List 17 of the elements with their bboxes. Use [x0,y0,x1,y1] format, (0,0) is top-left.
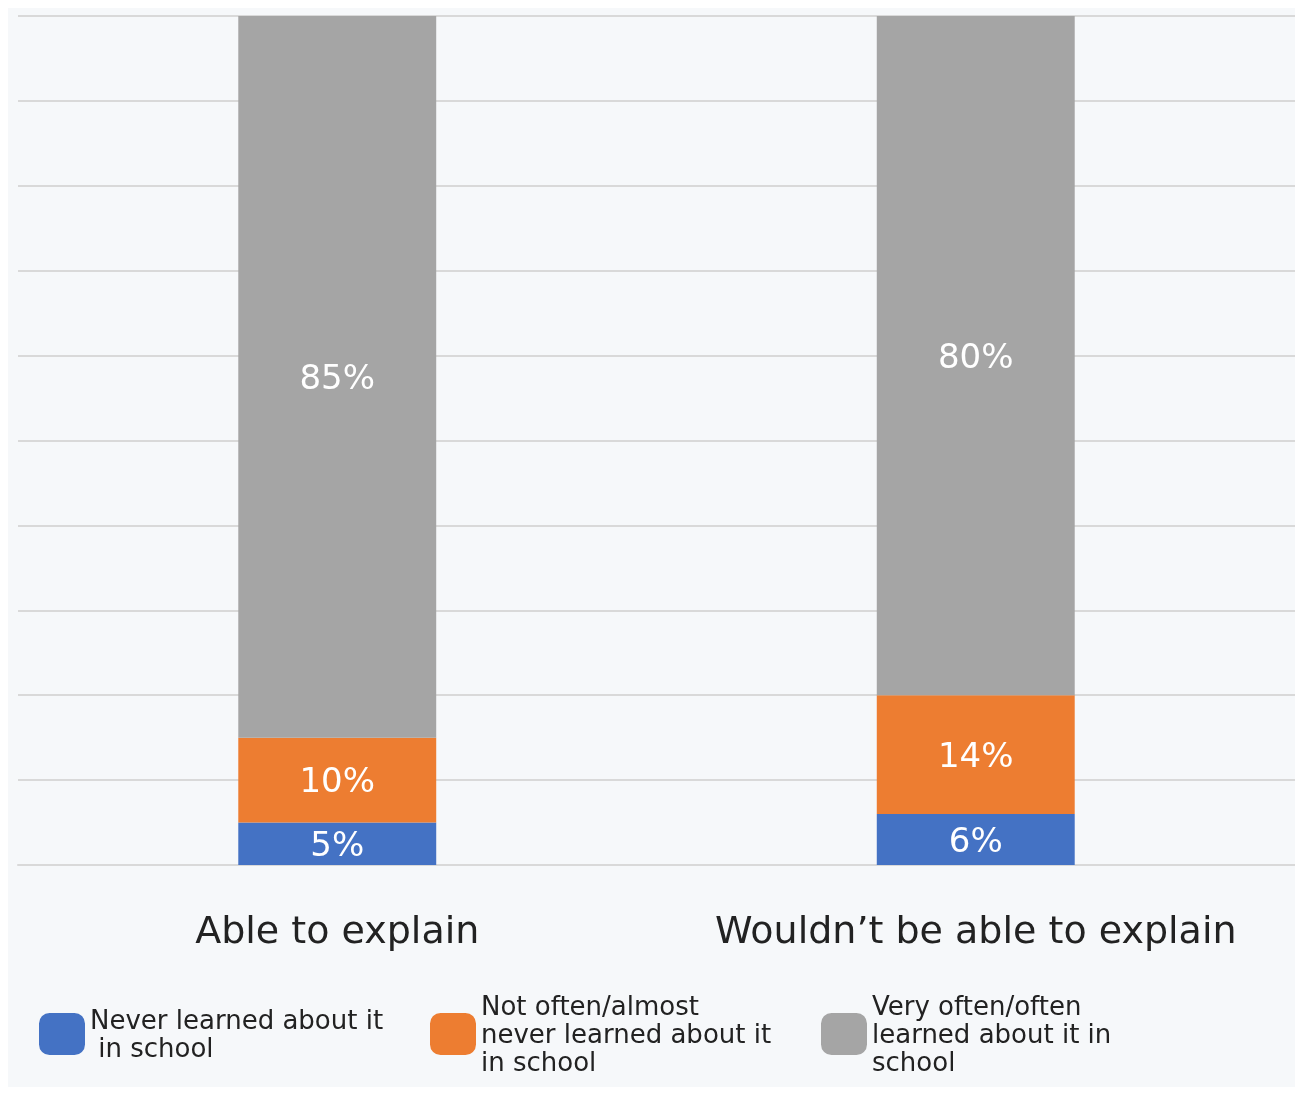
data-label: 6% [948,819,1003,860]
bar [876,814,1075,865]
data-label: 5% [310,823,365,864]
data-label: 80% [937,335,1014,376]
bar [876,695,1075,815]
bar [238,16,437,738]
bar [238,737,437,823]
data-label: 85% [299,356,376,397]
x-tick-label: Wouldn’t be able to explain [714,908,1237,952]
legend-label: Not often/almost never learned about it in school [481,991,780,1077]
bar [238,822,437,865]
data-label: 10% [299,760,376,801]
bar [876,16,1075,696]
data-label: 14% [937,734,1014,775]
x-tick-label: Able to explain [195,908,480,952]
legend-label: Very often/often learned about it in school [872,991,1120,1077]
legend-label: Never learned about it in school [90,1005,384,1063]
